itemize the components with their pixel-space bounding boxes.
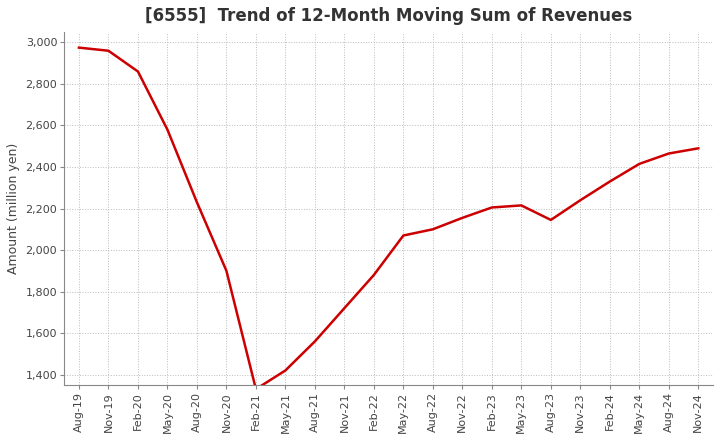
- Title: [6555]  Trend of 12-Month Moving Sum of Revenues: [6555] Trend of 12-Month Moving Sum of R…: [145, 7, 632, 25]
- Y-axis label: Amount (million yen): Amount (million yen): [7, 143, 20, 274]
